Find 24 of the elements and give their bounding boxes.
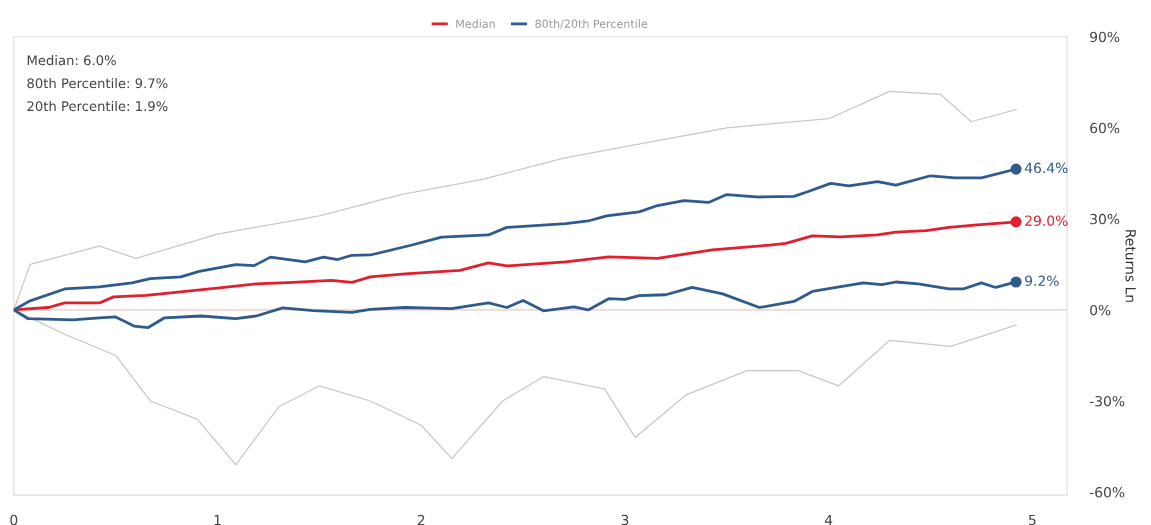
point — [1010, 216, 1022, 228]
annotation: 80th Percentile: 9.7% — [27, 78, 168, 89]
point — [1010, 276, 1022, 288]
x-tick-label: 1 — [214, 514, 221, 525]
y-tick-label: -30% — [1089, 395, 1125, 407]
data-label: 46.4% — [1024, 162, 1068, 174]
data-label: 29.0% — [1025, 215, 1068, 226]
y-tick-label: 90% — [1090, 31, 1120, 43]
x-tick-label: 2 — [417, 514, 425, 525]
y-axis-title: Returns Ln — [1125, 230, 1136, 302]
legend-label: 80th/20th Percentile — [535, 19, 648, 29]
data-label: 9.2% — [1025, 275, 1059, 287]
x-tick-label: 0 — [10, 514, 18, 525]
y-tick-label: 30% — [1090, 213, 1120, 225]
point — [1010, 163, 1022, 175]
y-tick-label: 0% — [1090, 304, 1111, 316]
annotation: Median: 6.0% — [27, 55, 116, 66]
x-tick-label: 4 — [824, 514, 833, 525]
y-tick-label: 60% — [1090, 122, 1120, 134]
x-tick-label: 5 — [1029, 514, 1036, 525]
x-tick-label: 3 — [621, 514, 629, 525]
annotation: 20th Percentile: 1.9% — [27, 100, 168, 112]
legend-label: Median — [456, 19, 495, 28]
y-tick-label: -60% — [1089, 487, 1125, 498]
